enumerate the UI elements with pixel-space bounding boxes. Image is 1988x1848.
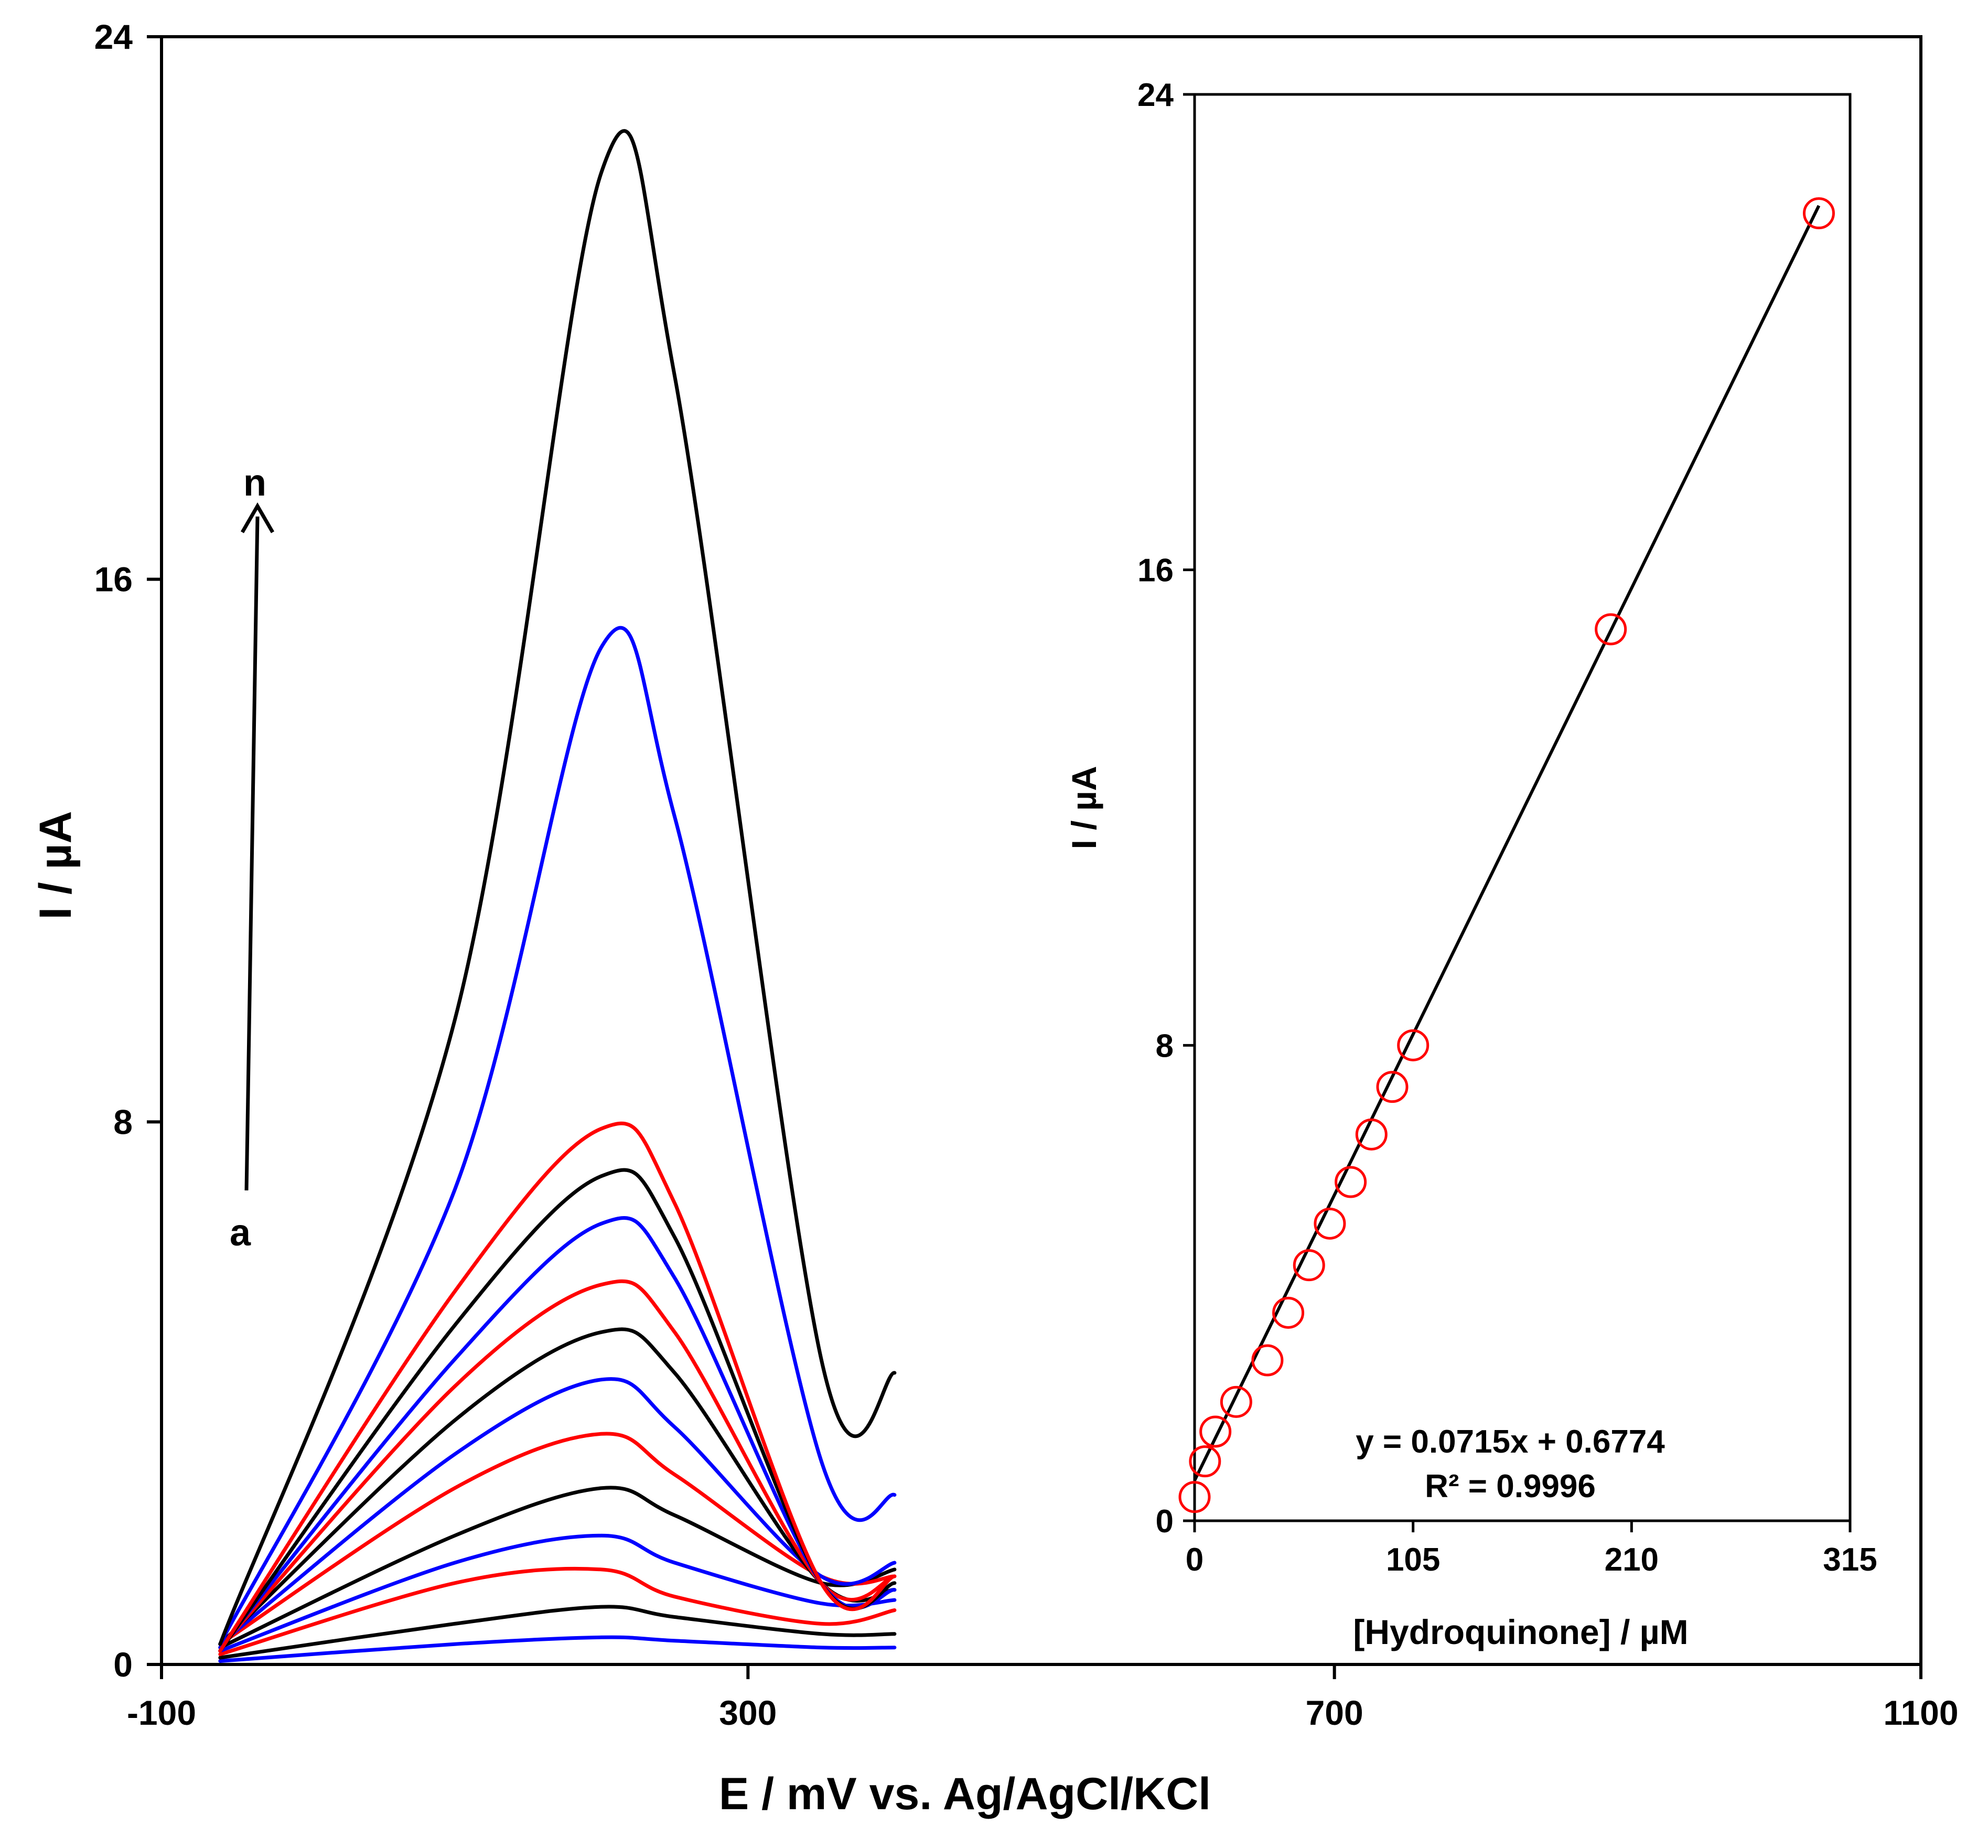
inset-y-tick-label: 0 — [1156, 1503, 1174, 1540]
inset-r-squared: R² = 0.9996 — [1425, 1468, 1596, 1505]
voltammogram-curve-m — [218, 626, 897, 1646]
inset-data-point — [1178, 1481, 1211, 1513]
inset-x-axis-ticks: 0 105 210 315 — [1186, 1521, 1877, 1578]
inset-x-tick-label: 0 — [1186, 1542, 1203, 1578]
main-x-tick-label: -100 — [127, 1693, 196, 1732]
inset-x-tick-label: 210 — [1605, 1542, 1659, 1578]
inset-x-tick-label: 105 — [1386, 1542, 1440, 1578]
inset-data-point — [1355, 1118, 1388, 1151]
inset-plot-frame — [1193, 93, 1852, 1522]
voltammogram-curve-l — [218, 1121, 897, 1653]
inset-x-tick-label: 315 — [1823, 1542, 1877, 1578]
inset-data-point — [1595, 613, 1627, 646]
inset-data-point — [1376, 1071, 1409, 1103]
main-series-group — [218, 129, 897, 1663]
main-y-tick-label: 8 — [113, 1102, 133, 1141]
inset-data-point — [1251, 1344, 1284, 1377]
main-x-tick-label: 300 — [719, 1693, 777, 1732]
inset-data-point — [1189, 1445, 1221, 1478]
voltammogram-curve-n — [218, 129, 897, 1646]
annotation-label-start: a — [230, 1212, 251, 1254]
inset-regression-equation: y = 0.0715x + 0.6774 — [1356, 1424, 1665, 1460]
inset-regression-line — [1193, 205, 1821, 1481]
inset-y-tick-label: 24 — [1137, 77, 1174, 113]
main-y-tick-label: 0 — [113, 1645, 133, 1684]
main-x-axis-ticks: -100 300 700 1100 — [127, 1664, 1959, 1732]
inset-points-group — [1178, 197, 1835, 1513]
inset-data-point — [1220, 1385, 1252, 1418]
inset-data-point — [1802, 197, 1835, 230]
main-y-axis-title: I / µA — [30, 811, 81, 919]
inset-data-point — [1293, 1249, 1325, 1282]
main-y-tick-label: 24 — [94, 17, 133, 56]
voltammogram-curve-c — [218, 1566, 897, 1657]
annotation-arrow-head — [240, 502, 275, 533]
inset-data-point — [1199, 1415, 1232, 1448]
annotation-label-end: n — [243, 462, 266, 504]
inset-data-point — [1335, 1166, 1367, 1198]
main-x-tick-label: 1100 — [1883, 1693, 1958, 1732]
voltammogram-curve-b — [218, 1605, 897, 1660]
main-y-axis-ticks: 0 8 16 24 — [94, 17, 162, 1684]
voltammogram-curve-a — [218, 1635, 897, 1663]
main-x-axis-title: E / mV vs. Ag/AgCl/KCl — [719, 1769, 1211, 1819]
inset-y-tick-label: 16 — [1137, 553, 1174, 589]
inset-data-point — [1314, 1207, 1346, 1240]
voltammogram-curve-d — [218, 1533, 897, 1653]
inset-x-axis-title: [Hydroquinone] / µM — [1353, 1613, 1688, 1651]
inset-data-point — [1397, 1029, 1430, 1061]
main-x-tick-label: 700 — [1306, 1693, 1363, 1732]
inset-y-axis-title: I / µA — [1065, 766, 1103, 849]
inset-data-point — [1272, 1296, 1305, 1329]
voltammogram-curve-g — [218, 1377, 897, 1646]
main-plot-frame — [160, 35, 1922, 1666]
annotation-arrow-shaft — [244, 516, 260, 1191]
inset-y-tick-label: 8 — [1156, 1028, 1174, 1064]
main-y-tick-label: 16 — [94, 560, 133, 599]
inset-y-axis-ticks: 0 8 16 24 — [1137, 77, 1195, 1540]
inset-fit-group — [1193, 205, 1821, 1481]
